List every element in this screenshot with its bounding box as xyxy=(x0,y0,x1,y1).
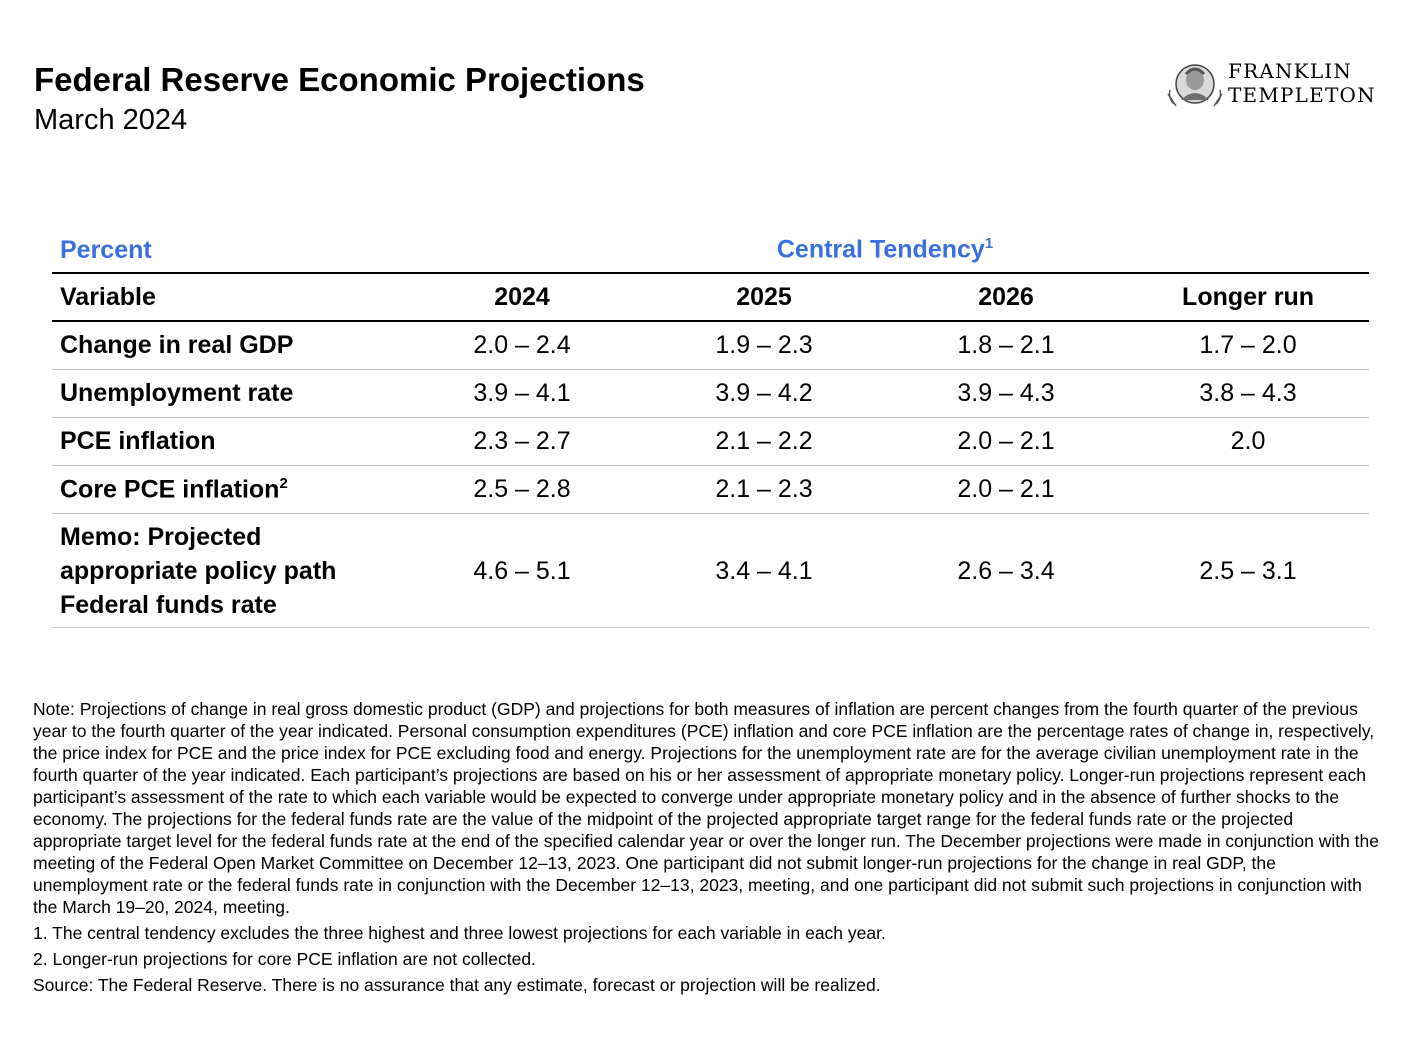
cell-value: 2.5 – 3.1 xyxy=(1127,513,1370,628)
footnote-2: 2. Longer-run projections for core PCE i… xyxy=(33,949,536,969)
footnote-marker-1: 1 xyxy=(984,235,994,253)
cell-value: 4.6 – 5.1 xyxy=(401,513,643,628)
cell-value: 2.5 – 2.8 xyxy=(401,465,643,514)
row-label: Core PCE inflation2 xyxy=(52,465,401,514)
cell-value: 1.8 – 2.1 xyxy=(885,321,1127,370)
cell-value: 3.9 – 4.1 xyxy=(401,369,643,418)
cell-value: 2.0 – 2.4 xyxy=(401,321,643,370)
footnote-marker-2: 2 xyxy=(279,474,288,492)
table-row: Core PCE inflation2 2.5 – 2.8 2.1 – 2.3 … xyxy=(52,465,1370,514)
cell-value: 2.1 – 2.2 xyxy=(643,417,885,466)
source-note: Source: The Federal Reserve. There is no… xyxy=(33,975,881,995)
cell-value: 3.4 – 4.1 xyxy=(643,513,885,628)
row-label: Change in real GDP xyxy=(52,321,401,370)
logo-word-2: TEMPLETON xyxy=(1228,83,1376,107)
projections-table: Percent Central Tendency1 Variable 2024 … xyxy=(52,228,1370,628)
column-header-2024: 2024 xyxy=(401,273,643,322)
column-header-longer-run: Longer run xyxy=(1127,273,1370,322)
page-subtitle: March 2024 xyxy=(34,104,188,136)
franklin-portrait-seal-icon xyxy=(1167,64,1223,107)
row-label: Unemployment rate xyxy=(52,369,401,418)
column-header-2025: 2025 xyxy=(643,273,885,322)
cell-value: 3.9 – 4.2 xyxy=(643,369,885,418)
table-row-memo: Memo: Projected appropriate policy path … xyxy=(52,513,1370,628)
unit-label: Percent xyxy=(52,228,401,274)
notes-section: Note: Projections of change in real gros… xyxy=(33,698,1383,996)
row-label: PCE inflation xyxy=(52,417,401,466)
cell-value: 1.7 – 2.0 xyxy=(1127,321,1370,370)
footnote-1: 1. The central tendency excludes the thr… xyxy=(33,923,886,943)
column-header-variable: Variable xyxy=(52,273,401,322)
cell-value: 2.0 – 2.1 xyxy=(885,465,1127,514)
cell-value: 3.8 – 4.3 xyxy=(1127,369,1370,418)
table-row: Change in real GDP 2.0 – 2.4 1.9 – 2.3 1… xyxy=(52,321,1370,370)
cell-value: 2.1 – 2.3 xyxy=(643,465,885,514)
cell-value: 2.0 – 2.1 xyxy=(885,417,1127,466)
cell-value: 2.6 – 3.4 xyxy=(885,513,1127,628)
cell-value: 3.9 – 4.3 xyxy=(885,369,1127,418)
logo-word-1: FRANKLIN xyxy=(1228,59,1353,83)
cell-value: 2.0 xyxy=(1127,417,1370,466)
note-paragraph: Note: Projections of change in real gros… xyxy=(33,699,1380,917)
table-row: PCE inflation 2.3 – 2.7 2.1 – 2.2 2.0 – … xyxy=(52,417,1370,466)
table-column-header-row: Variable 2024 2025 2026 Longer run xyxy=(52,273,1370,322)
cell-value xyxy=(1127,465,1370,514)
page-title: Federal Reserve Economic Projections xyxy=(34,61,645,98)
projections-table-wrap: Percent Central Tendency1 Variable 2024 … xyxy=(52,228,1370,628)
central-tendency-header: Central Tendency1 xyxy=(401,228,1370,274)
cell-value: 1.9 – 2.3 xyxy=(643,321,885,370)
franklin-templeton-logo: FRANKLIN TEMPLETON xyxy=(1166,58,1390,110)
table-row: Unemployment rate 3.9 – 4.1 3.9 – 4.2 3.… xyxy=(52,369,1370,418)
column-header-2026: 2026 xyxy=(885,273,1127,322)
cell-value: 2.3 – 2.7 xyxy=(401,417,643,466)
row-label-memo: Memo: Projected appropriate policy path … xyxy=(52,513,401,628)
table-group-header-row: Percent Central Tendency1 xyxy=(52,228,1370,274)
